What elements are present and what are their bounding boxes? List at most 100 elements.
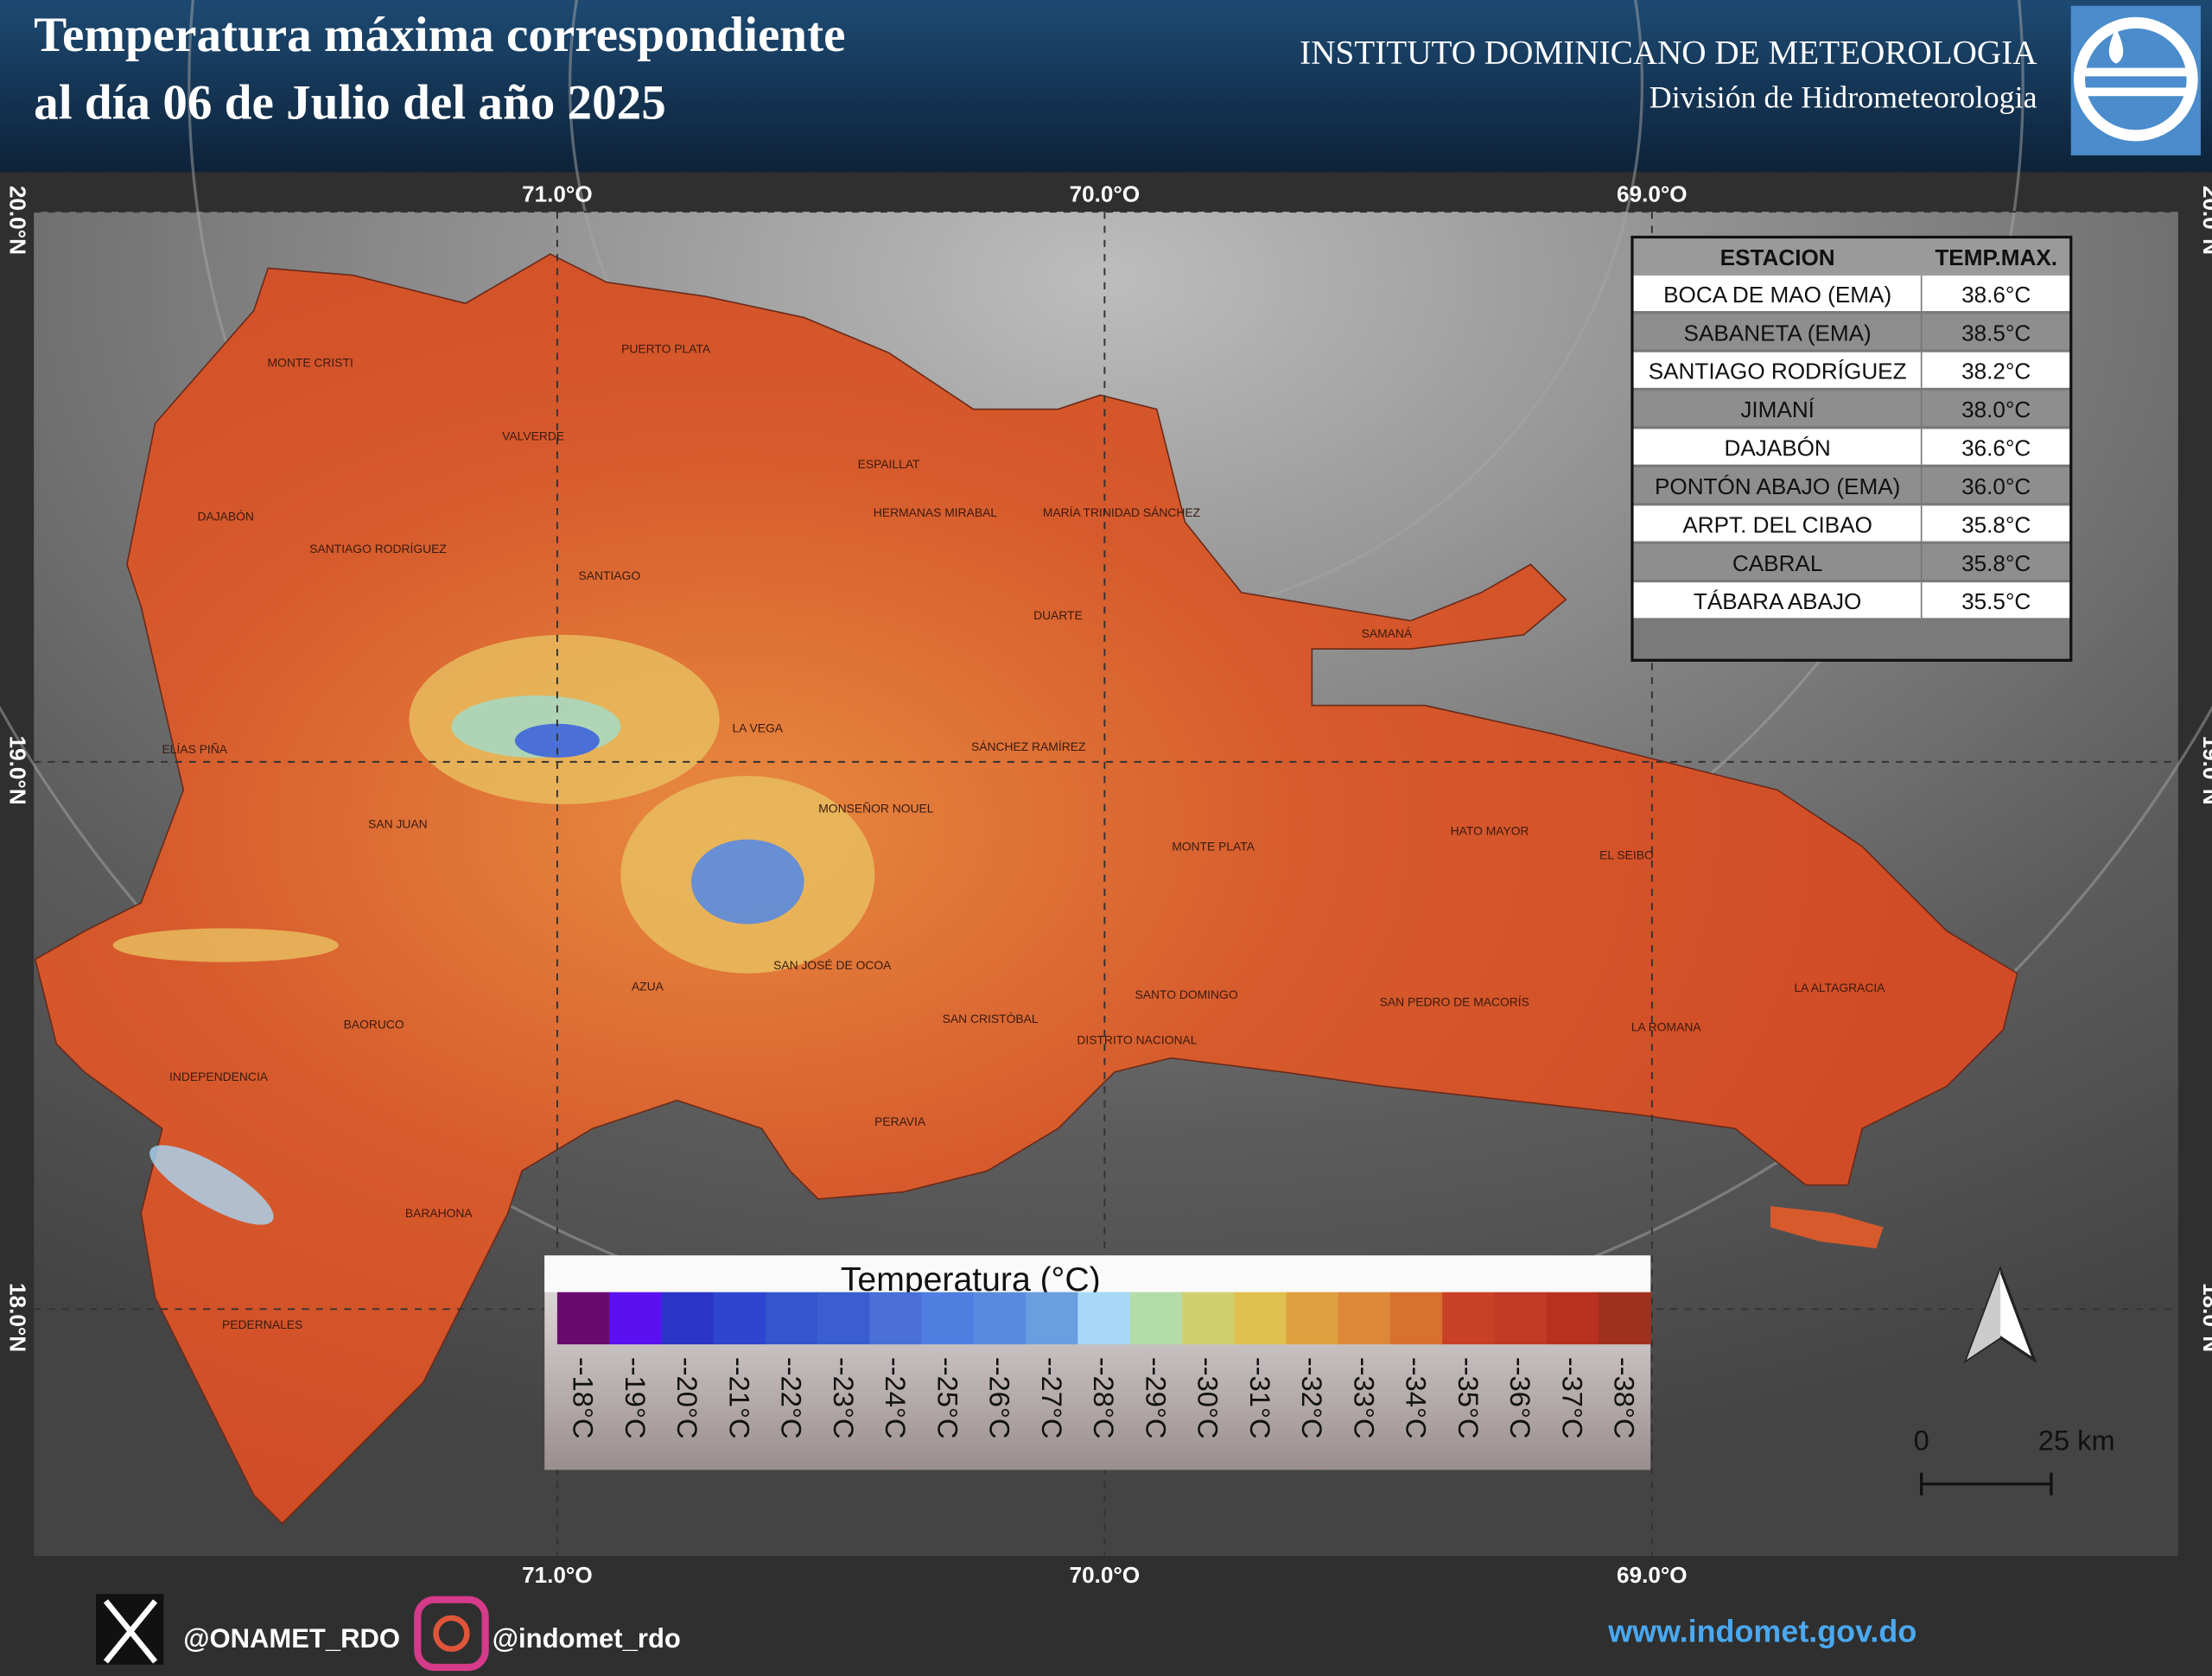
province-label: ELÍAS PIÑA	[162, 742, 228, 756]
legend-swatch	[1494, 1292, 1548, 1345]
legend-title-bg	[544, 1255, 1651, 1292]
table-row-bg	[1633, 505, 2070, 542]
x-icon	[96, 1594, 164, 1665]
province-label: MONSEÑOR NOUEL	[818, 802, 934, 816]
table-cell: CABRAL	[1732, 550, 1822, 576]
legend-label: --32°C	[1296, 1357, 1328, 1439]
legend-swatch	[1389, 1292, 1444, 1345]
table-cell: 35.8°C	[1961, 511, 2031, 537]
table-cell: JIMANÍ	[1740, 397, 1815, 422]
province-label: LA ALTAGRACIA	[1794, 981, 1885, 994]
province-label: PUERTO PLATA	[621, 341, 711, 355]
longitude-label: 71.0°O	[522, 1562, 593, 1588]
legend-label: --38°C	[1609, 1357, 1641, 1439]
table-row-bg	[1633, 390, 2070, 427]
legend-label: --30°C	[1192, 1357, 1224, 1439]
longitude-label: 71.0°O	[522, 181, 593, 207]
twitter-handle: @ONAMET_RDO	[183, 1623, 400, 1654]
province-label: SANTIAGO RODRÍGUEZ	[309, 542, 447, 555]
saona-island	[1770, 1206, 1884, 1249]
table-cell: 38.6°C	[1961, 282, 2031, 308]
legend-label: --31°C	[1244, 1357, 1276, 1439]
table-cell: 38.5°C	[1961, 320, 2031, 346]
table-cell: 35.8°C	[1961, 550, 2031, 576]
logo	[2070, 5, 2201, 156]
province-label: PEDERNALES	[222, 1317, 302, 1331]
province-label: SAN JOSÉ DE OCOA	[773, 958, 892, 972]
province-label: HATO MAYOR	[1451, 824, 1529, 838]
latitude-label: 20.0°N	[2198, 186, 2212, 255]
latitude-label: 19.0°N	[4, 736, 30, 805]
province-label: BAORUCO	[344, 1017, 404, 1031]
table-cell: 38.2°C	[1961, 359, 2031, 384]
legend-label: --19°C	[620, 1357, 652, 1439]
longitude-label: 69.0°O	[1617, 181, 1688, 207]
province-label: BARAHONA	[405, 1206, 474, 1220]
province-label: INDEPENDENCIA	[169, 1070, 269, 1083]
legend-label: --24°C	[880, 1357, 912, 1439]
table-cell: 38.0°C	[1961, 397, 2031, 422]
labels: 71.0°O 71.0°O 70.0°O 70.0°O 69.0°O 69.0°O 20.0…	[4, 181, 2212, 1588]
table-cell: ARPT. DEL CIBAO	[1682, 511, 1872, 537]
table-header: TEMP.MAX.	[1935, 244, 2057, 270]
legend-swatch	[661, 1292, 715, 1345]
longitude-label: 69.0°O	[1617, 1562, 1688, 1588]
legend: Temperatura (°C)--18°C --19°C --20°C --21°C…	[544, 1255, 1652, 1470]
province-label: LA VEGA	[732, 721, 783, 735]
table-row-bg	[1633, 429, 2070, 465]
table-row-bg	[1633, 467, 2070, 504]
table-header: ESTACION	[1720, 244, 1835, 270]
province-label: SÁNCHEZ RAMÍREZ	[971, 740, 1086, 753]
legend-swatch	[765, 1292, 818, 1345]
legend-label: --22°C	[776, 1357, 808, 1439]
table-header-bg	[1633, 238, 2070, 276]
province-label: MARÍA TRINIDAD SÁNCHEZ	[1043, 505, 1201, 519]
province-label: SAN JUAN	[368, 817, 428, 831]
legend-swatch	[1234, 1292, 1287, 1345]
legend-swatch	[1286, 1292, 1339, 1345]
legend-label: --34°C	[1401, 1357, 1433, 1439]
legend-label: --29°C	[1140, 1357, 1172, 1439]
province-label: DUARTE	[1033, 608, 1083, 622]
legend-swatch	[973, 1292, 1027, 1345]
legend-label: --26°C	[984, 1357, 1016, 1439]
title-line: Temperatura máxima correspondiente	[34, 8, 845, 62]
province-label: PERAVIA	[874, 1114, 926, 1128]
legend-label: --20°C	[671, 1357, 703, 1439]
website[interactable]: www.indomet.gov.do	[1607, 1614, 1916, 1649]
legend-swatch	[1546, 1292, 1599, 1345]
latitude-label: 18.0°N	[2198, 1283, 2212, 1352]
legend-label: --33°C	[1348, 1357, 1380, 1439]
north-arrow	[1963, 1265, 2037, 1364]
table-row-bg	[1633, 352, 2070, 388]
province-label: DISTRITO NACIONAL	[1077, 1032, 1197, 1046]
instagram-icon	[414, 1596, 489, 1672]
table-row-bg	[1633, 582, 2070, 619]
legend-label: --21°C	[723, 1357, 755, 1439]
province-label: VALVERDE	[502, 429, 564, 443]
province-label: EL SEIBO	[1599, 848, 1654, 861]
table-cell: BOCA DE MAO (EMA)	[1663, 282, 1891, 308]
legend-swatch	[1077, 1292, 1131, 1345]
instagram-handle: @indomet_rdo	[493, 1623, 681, 1654]
longitude-label: 70.0°O	[1070, 1562, 1141, 1588]
legend-label: --18°C	[568, 1357, 600, 1439]
table-row-bg	[1633, 314, 2070, 350]
longitude-label: 70.0°O	[1070, 181, 1141, 207]
scale-label: 25 km	[2038, 1425, 2115, 1457]
legend-label: --28°C	[1088, 1357, 1120, 1439]
division-name: División de Hidrometeorologia	[1649, 79, 2037, 114]
legend-swatch	[1181, 1292, 1235, 1345]
table-cell: 36.6°C	[1961, 435, 2031, 461]
province-label: SANTO DOMINGO	[1135, 987, 1238, 1001]
table-row-bg	[1633, 543, 2070, 580]
table-cell: 35.5°C	[1961, 588, 2031, 614]
province-label: MONTE CRISTI	[268, 356, 353, 370]
legend-swatch	[556, 1292, 610, 1345]
legend-swatch	[869, 1292, 923, 1345]
province-label: DAJABÓN	[197, 510, 253, 524]
table-cell: SANTIAGO RODRÍGUEZ	[1649, 359, 1907, 384]
province-label: HERMANAS MIRABAL	[874, 505, 998, 519]
